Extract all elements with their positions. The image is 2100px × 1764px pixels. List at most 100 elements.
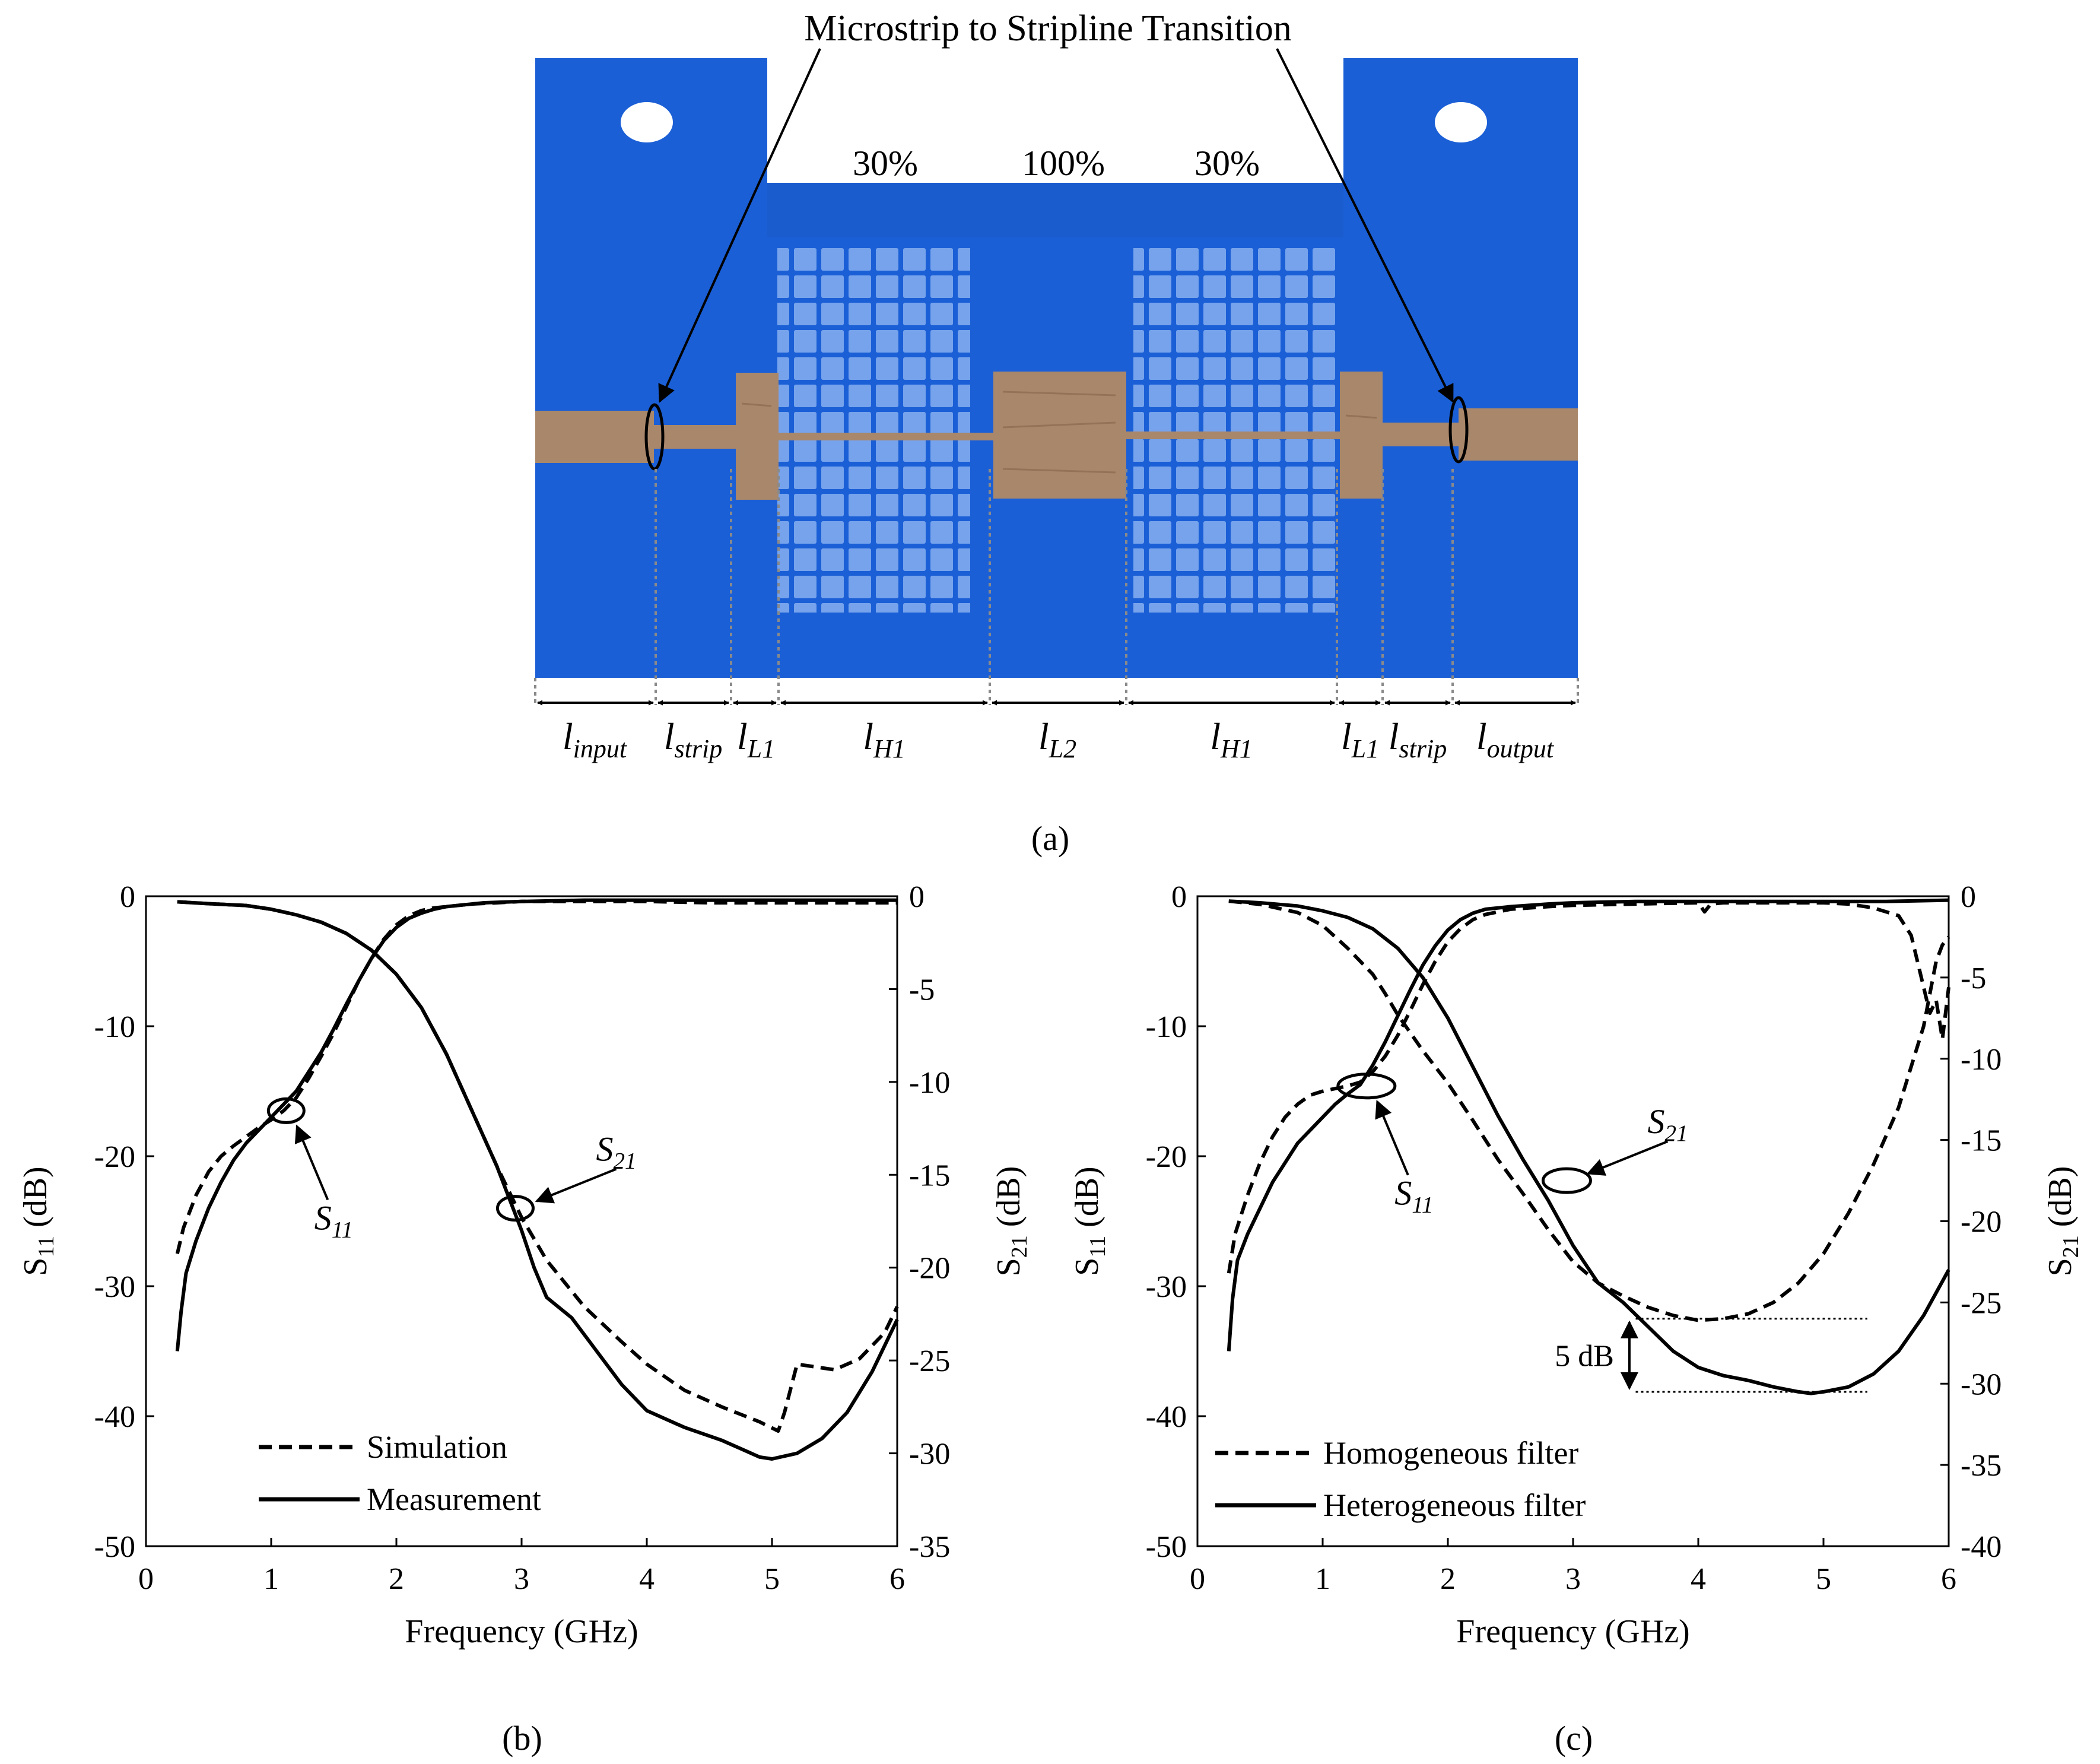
dimension-label-strip: lstrip [664,715,722,763]
annotation-label-s11: S11 [314,1198,353,1242]
y2-tick-label: 0 [1961,880,1976,914]
x-tick-label: 3 [1565,1562,1581,1596]
dimension-label-l1: lL1 [737,715,775,763]
callout-arrow-right [1276,48,1454,403]
y2-tick-label: -10 [909,1066,950,1100]
series-line-heterogeneous-s11 [1227,898,1949,1351]
y2-tick-label: -15 [1961,1124,2001,1158]
callout-arrow-left [658,48,821,403]
legend-label: Heterogeneous filter [1323,1487,1586,1523]
y2-tick-label: -10 [1961,1043,2001,1077]
annotation-arrow [535,1167,617,1204]
legend-label: Homogeneous filter [1323,1435,1578,1471]
y-tick-label: -20 [1146,1140,1187,1174]
x-tick-label: 2 [1440,1562,1456,1596]
y2-axis-title: S21 (dB) [2042,1166,2083,1277]
y-tick-label: 0 [1171,880,1187,914]
y-tick-label: -30 [1146,1270,1187,1304]
y-tick-label: -10 [1146,1010,1187,1044]
dimension-label-h1: lH1 [863,715,906,763]
x-tick-label: 6 [889,1562,905,1596]
series-line-measurement-s21 [177,900,899,1461]
output-line [1459,408,1578,461]
y-tick-label: -10 [94,1010,135,1044]
h1-line-left [779,433,993,440]
x-tick-label: 3 [514,1562,529,1596]
y-axis-title: S11 (dB) [1069,1166,1110,1276]
infill-label-right: 30% [1194,144,1260,183]
x-tick-label: 2 [389,1562,404,1596]
panel-a-filter-photo: Microstrip to Stripline Transition 30% 1… [534,8,1579,858]
series-line-homogeneous-s11 [1227,901,1950,1274]
y-tick-label: -30 [94,1270,135,1304]
y2-tick-label: -30 [909,1438,950,1471]
y-axis-title: S11 (dB) [17,1166,59,1276]
y2-tick-label: -25 [1961,1286,2001,1320]
series-line-heterogeneous-s21 [1228,899,1950,1395]
mounting-hole-right [1435,102,1487,142]
y2-tick-label: -40 [1961,1530,2001,1564]
legend-label: Simulation [367,1429,507,1465]
input-line [535,411,654,463]
strip-left [654,425,737,449]
dimension-label-input: linput [563,715,628,763]
annotation-ellipse [1541,1167,1592,1194]
annotation-label-s11: S11 [1394,1174,1433,1218]
chart-b: 0 1 2 3 4 5 60-10-20-30-40-500-5-10-15-20-25-3… [17,880,1032,1757]
annotation-arrow [1586,1140,1669,1176]
y2-tick-label: -35 [1961,1449,2001,1483]
annotation-ellipse [1336,1073,1397,1100]
x-tick-label: 0 [138,1562,154,1596]
caption: (c) [1555,1719,1593,1757]
annotation-label-s21: S21 [1647,1102,1688,1146]
infill-label-left: 30% [853,144,918,183]
l1-pad-left [736,373,779,500]
grid-region-right [1133,243,1338,613]
x-axis-title: Frequency (GHz) [1456,1613,1689,1650]
x-tick-label: 1 [1315,1562,1330,1596]
y-tick-label: -50 [1146,1530,1187,1564]
caption-a: (a) [1031,819,1069,858]
dimension-label-strip: lstrip [1389,715,1447,763]
y-tick-label: 0 [120,880,135,914]
x-tick-label: 5 [764,1562,780,1596]
grid-region-left [777,243,970,613]
x-tick-label: 6 [1941,1562,1956,1596]
y2-tick-label: -30 [1961,1368,2001,1401]
annotation-ellipse [495,1195,535,1222]
l2-pad [993,372,1126,499]
y-tick-label: -40 [1146,1400,1187,1434]
y2-tick-label: -15 [909,1159,950,1192]
y2-tick-label: -20 [1961,1205,2001,1239]
mounting-hole-left [621,102,673,142]
strip-right [1383,423,1459,446]
chart-c: 0 1 2 3 4 5 60-10-20-30-40-500-5-10-15-20-25-3… [1069,880,2083,1757]
dimension-label-output: loutput [1476,715,1555,763]
plot-frame [145,895,898,1547]
x-tick-label: 0 [1190,1562,1205,1596]
caption: (b) [502,1719,542,1757]
pcb-board-shade [767,183,1343,237]
annotation-label-s21: S21 [596,1130,636,1174]
transition-marker-right [1448,396,1469,464]
legend-label: Measurement [367,1481,541,1517]
x-axis-title: Frequency (GHz) [405,1613,638,1650]
y2-tick-label: -35 [909,1530,950,1564]
series-line-measurement-s11 [175,898,897,1351]
dimension-label-l1: lL1 [1341,715,1379,763]
series-line-homogeneous-s21 [1228,899,1950,1322]
annotation-arrow [294,1124,329,1201]
series-line-simulation-s21 [177,900,899,1433]
x-tick-label: 5 [1816,1562,1831,1596]
dimension-label-h1: lH1 [1210,715,1253,763]
annotation-arrow [1375,1099,1409,1176]
y2-tick-label: 0 [909,880,924,914]
y2-tick-label: -5 [1961,962,1986,995]
y2-axis-title: S21 (dB) [990,1166,1032,1277]
y2-tick-label: -25 [909,1344,950,1378]
annotation-ellipse [266,1097,306,1124]
h1-line-right [1126,432,1340,439]
copper-texture [741,391,1377,474]
x-tick-label: 4 [1691,1562,1706,1596]
